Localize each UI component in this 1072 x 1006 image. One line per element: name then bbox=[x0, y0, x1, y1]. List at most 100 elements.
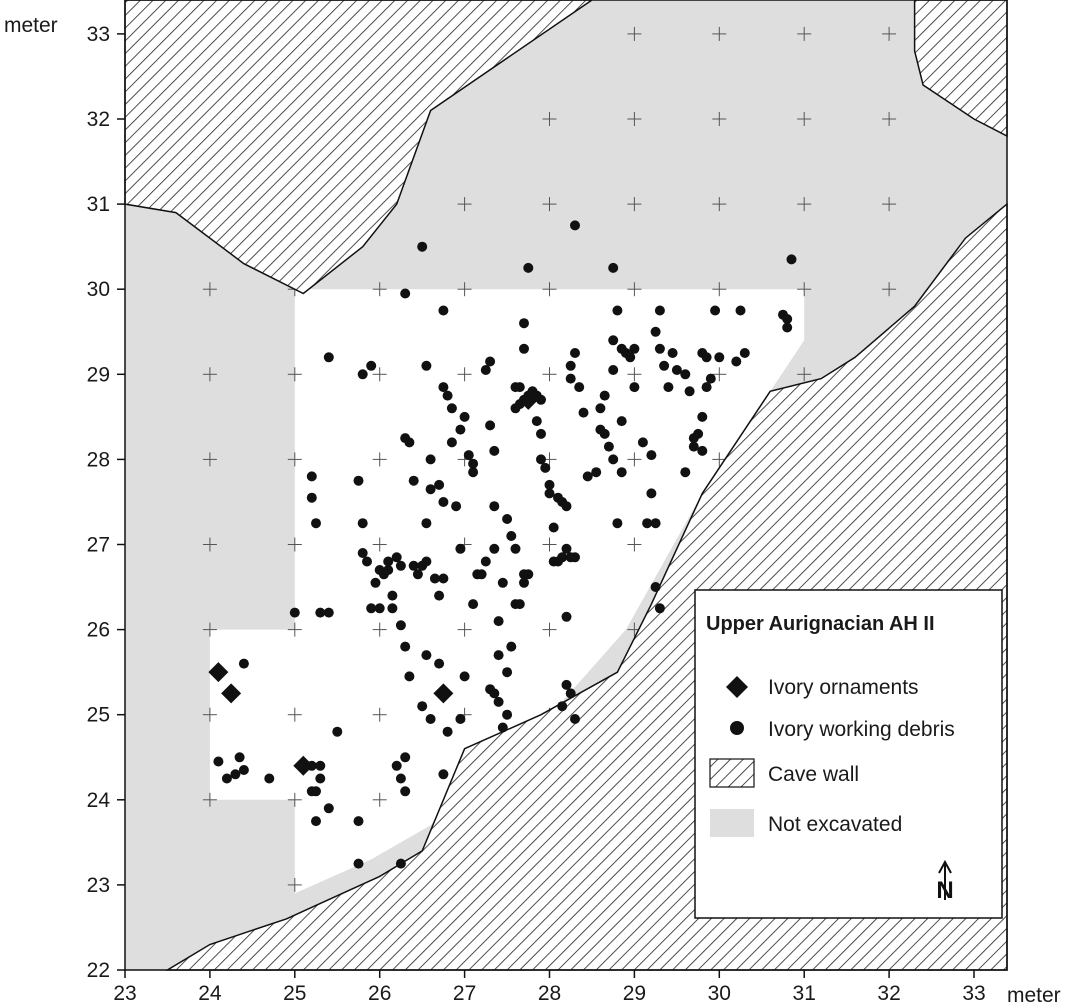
debris-point bbox=[353, 858, 364, 869]
debris-point bbox=[582, 471, 593, 482]
debris-point bbox=[425, 484, 436, 495]
debris-point bbox=[667, 348, 678, 358]
debris-point bbox=[315, 607, 326, 618]
debris-point bbox=[548, 522, 559, 533]
grid-cross bbox=[372, 282, 387, 297]
x-tick-label: 25 bbox=[283, 982, 306, 1005]
debris-point bbox=[536, 394, 546, 405]
y-tick-label: 30 bbox=[87, 278, 110, 301]
x-tick-label: 23 bbox=[113, 982, 136, 1005]
debris-point bbox=[408, 560, 419, 571]
debris-point bbox=[616, 467, 627, 478]
debris-point bbox=[502, 667, 513, 678]
grid-cross bbox=[202, 622, 217, 637]
ornament-point bbox=[293, 755, 314, 776]
legend-item-ivory-working-debris: Ivory working debris bbox=[768, 718, 955, 741]
debris-point bbox=[616, 416, 627, 427]
debris-point bbox=[366, 603, 377, 614]
legend-box bbox=[694, 589, 1003, 919]
excavated-area bbox=[209, 289, 805, 894]
debris-point bbox=[438, 382, 449, 393]
debris-point bbox=[468, 467, 479, 478]
debris-point bbox=[565, 360, 576, 371]
x-tick-label: 24 bbox=[198, 982, 222, 1005]
debris-point bbox=[540, 462, 551, 473]
debris-point bbox=[506, 641, 517, 652]
grid-cross bbox=[372, 707, 387, 722]
debris-point bbox=[735, 305, 746, 316]
legend-gray-symbol bbox=[710, 809, 754, 837]
grid-cross bbox=[627, 26, 642, 41]
debris-point bbox=[408, 475, 419, 486]
debris-point bbox=[570, 348, 580, 358]
debris-point bbox=[531, 416, 542, 427]
debris-point bbox=[238, 658, 249, 669]
grid-cross bbox=[372, 367, 387, 382]
debris-point bbox=[612, 518, 623, 529]
debris-point bbox=[238, 765, 249, 775]
grid-cross bbox=[202, 707, 217, 722]
debris-point bbox=[485, 356, 496, 367]
y-tick-label: 31 bbox=[87, 193, 110, 216]
y-tick-label: 27 bbox=[87, 534, 110, 557]
grid-cross bbox=[882, 26, 897, 41]
grid-cross bbox=[627, 282, 642, 297]
debris-point bbox=[315, 760, 326, 771]
debris-point bbox=[489, 501, 500, 512]
debris-point bbox=[438, 573, 449, 584]
debris-point bbox=[353, 475, 364, 486]
grid-cross bbox=[372, 452, 387, 467]
debris-point bbox=[561, 501, 572, 512]
debris-point bbox=[629, 382, 640, 393]
debris-point bbox=[680, 467, 691, 478]
x-axis-unit-label: meter bbox=[1007, 984, 1061, 1006]
debris-point bbox=[417, 701, 428, 712]
debris-point bbox=[629, 343, 640, 354]
debris-point bbox=[412, 569, 423, 580]
debris-point bbox=[468, 599, 479, 610]
debris-point bbox=[404, 671, 415, 682]
grid-cross bbox=[712, 197, 727, 212]
debris-point bbox=[502, 709, 513, 720]
debris-point bbox=[506, 531, 517, 541]
legend-item-ivory-ornaments: Ivory ornaments bbox=[768, 676, 919, 699]
debris-point bbox=[311, 786, 321, 797]
debris-point bbox=[578, 407, 589, 418]
debris-point bbox=[642, 518, 653, 529]
debris-point bbox=[213, 756, 224, 767]
debris-point bbox=[438, 305, 449, 316]
ornament-point bbox=[208, 662, 229, 683]
debris-point bbox=[421, 556, 432, 567]
debris-point bbox=[230, 769, 241, 780]
debris-point bbox=[493, 696, 504, 707]
ornament-point bbox=[433, 683, 454, 704]
grid-cross bbox=[797, 197, 812, 212]
debris-point bbox=[323, 803, 334, 814]
grid-cross bbox=[202, 537, 217, 552]
grid-cross bbox=[542, 537, 557, 552]
ivory-working-debris-series bbox=[213, 220, 797, 869]
y-axis-unit-label: meter bbox=[4, 14, 58, 37]
debris-point bbox=[395, 858, 406, 869]
y-tick-label: 25 bbox=[87, 704, 110, 727]
grid-cross bbox=[712, 282, 727, 297]
y-tick-label: 23 bbox=[87, 874, 110, 897]
debris-point bbox=[663, 382, 674, 393]
grid-cross bbox=[627, 452, 642, 467]
grid-cross bbox=[372, 792, 387, 807]
debris-point bbox=[603, 441, 614, 452]
debris-point bbox=[693, 428, 704, 439]
debris-point bbox=[480, 365, 491, 375]
debris-point bbox=[400, 786, 411, 797]
grid-cross bbox=[542, 197, 557, 212]
y-tick-label: 32 bbox=[87, 108, 110, 131]
debris-point bbox=[489, 445, 500, 456]
x-tick-label: 30 bbox=[708, 982, 731, 1005]
grid-cross bbox=[882, 282, 897, 297]
grid-cross bbox=[457, 367, 472, 382]
debris-point bbox=[680, 369, 691, 380]
debris-point bbox=[442, 726, 453, 737]
debris-point bbox=[519, 343, 529, 354]
debris-point bbox=[221, 773, 232, 784]
grid-cross bbox=[457, 197, 472, 212]
